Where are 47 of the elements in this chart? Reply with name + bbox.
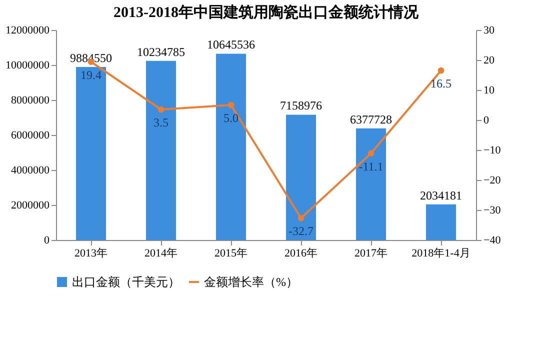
data-label: 10234785 [137,44,185,59]
y2-tick-label: 20 [484,54,495,66]
bar [146,60,176,240]
point [368,150,374,156]
data-label: 10645536 [207,38,255,52]
x-tick-label: 2014年 [144,248,178,260]
y2-tick-label: −20 [484,174,502,186]
data-label: 16.5 [430,76,452,90]
data-label: 5.0 [224,111,238,125]
y-tick-label: 2000000 [11,200,50,212]
y2-tick-label: 30 [484,24,495,36]
point [298,214,304,222]
data-label: -11.1 [358,159,384,174]
x-tick-label: 2016年 [284,248,318,260]
y2-tick-label: 0 [484,114,490,126]
data-label: -32.7 [288,224,314,238]
data-label: 19.4 [80,68,102,82]
data-label: 9884550 [70,51,112,66]
y2-tick-label: −10 [484,144,502,156]
chart-title: 2013-2018年中国建筑用陶瓷出口金额统计情况 [114,3,420,21]
y2-tick-label: −40 [484,234,502,246]
point [438,67,444,74]
point [158,106,164,113]
bar [286,114,316,240]
y-tick-label: 8000000 [11,94,50,106]
y-tick-label: 4000000 [11,164,50,176]
x-tick-label: 2017年 [354,248,388,260]
y-tick-label: 6000000 [11,130,50,142]
data-label: 2034181 [420,188,462,202]
bar [216,54,246,240]
y-tick-label: 12000000 [6,24,50,36]
y2-tick-label: −30 [484,204,502,216]
legend-label: 出口金额（千美元） [72,275,180,289]
y-tick-label: 0 [44,234,50,246]
x-tick-label: 2015年 [214,248,248,260]
y-tick-label: 10000000 [6,60,50,72]
bar [356,128,386,240]
point [228,102,234,108]
x-tick-label: 2013年 [74,248,108,260]
bar [426,204,456,240]
x-tick-label: 2018年1-4月 [412,248,470,260]
data-label: 3.5 [154,116,168,130]
y2-tick-label: 10 [484,84,495,96]
legend-label: 金额增长率（%） [204,275,298,289]
data-label: 6377728 [350,112,392,126]
data-label: 7158976 [280,98,322,113]
bar [76,67,106,240]
